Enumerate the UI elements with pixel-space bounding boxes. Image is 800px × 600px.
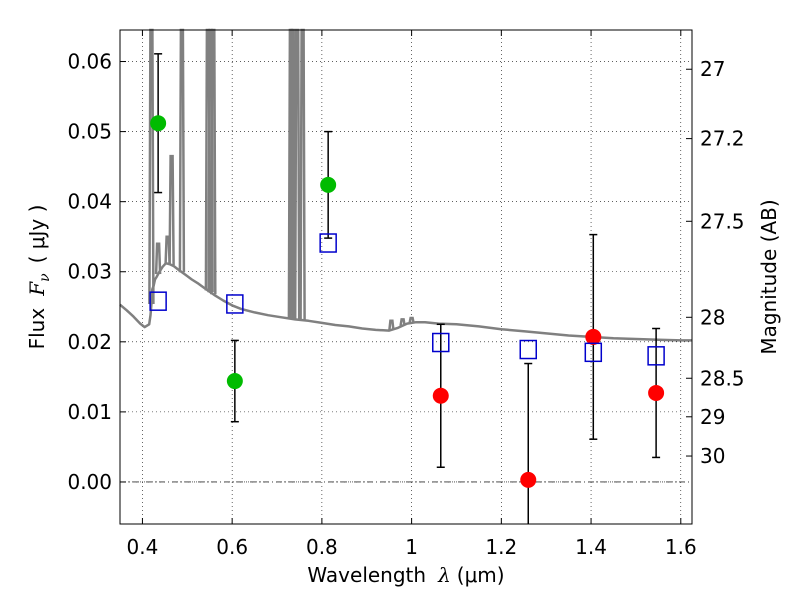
model-photometry-point xyxy=(519,339,538,360)
low-significance-point xyxy=(648,384,665,401)
y-tick-label: 0.03 xyxy=(67,260,112,284)
model-photometry-point xyxy=(647,346,665,366)
x-tick-label: 0.4 xyxy=(127,535,159,559)
plot-frame xyxy=(119,29,693,525)
model-photometry-point xyxy=(432,332,450,353)
y2-tick-label: 28.5 xyxy=(700,366,745,390)
emission-line-spike xyxy=(399,318,406,326)
model-photometry-point xyxy=(584,342,603,363)
detections-point xyxy=(150,115,167,132)
markers-layer xyxy=(149,115,665,488)
low-significance-point xyxy=(520,471,537,488)
x-tick-label: 1.6 xyxy=(665,535,697,559)
model-photometry-point xyxy=(226,294,244,314)
x-ticks: 0.4 0.6 0.8 1 1.2 1.4 1.6 xyxy=(127,30,697,559)
emission-line-spike xyxy=(299,28,306,321)
detections-point xyxy=(320,176,337,193)
emission-line-spike xyxy=(293,28,301,320)
emission-line-spike xyxy=(148,28,155,305)
model-photometry-point xyxy=(149,291,167,311)
emission-line-spike xyxy=(408,316,415,324)
y-tick-label: 0.02 xyxy=(67,330,112,354)
x-tick-label: 1.2 xyxy=(485,535,517,559)
y2-tick-label: 30 xyxy=(700,444,725,468)
y-tick-label: 0.06 xyxy=(67,50,112,74)
y2-tick-label: 27.2 xyxy=(700,127,745,151)
x-tick-label: 1 xyxy=(405,535,418,559)
x-tick-label: 1.4 xyxy=(575,535,607,559)
y-ticks: 0.00 0.01 0.02 0.03 0.04 0.05 0.06 xyxy=(67,50,126,494)
y-tick-label: 0.05 xyxy=(67,120,112,144)
low-significance-point xyxy=(585,328,602,345)
y2-tick-label: 27.5 xyxy=(700,209,745,233)
y-tick-label: 0.04 xyxy=(67,190,112,214)
model-photometry-point xyxy=(319,233,337,253)
y-tick-label: 0.01 xyxy=(67,400,112,424)
error-bars-layer xyxy=(154,53,661,524)
x-tick-label: 0.8 xyxy=(306,535,338,559)
emission-line-spike xyxy=(388,319,395,331)
emission-line-spike xyxy=(168,154,175,266)
x-tick-label: 0.6 xyxy=(216,535,248,559)
model-spectrum-layer xyxy=(119,28,692,342)
low-significance-point xyxy=(432,387,449,404)
detections-point xyxy=(226,373,243,390)
emission-line-spike xyxy=(178,28,186,273)
y-tick-label: 0.00 xyxy=(67,470,112,494)
y2-tick-label: 29 xyxy=(700,405,725,429)
y-axis-label: FluxFν( μJy ) xyxy=(25,205,53,350)
y2-tick-label: 27 xyxy=(700,57,725,81)
y2-axis-label: Magnitude (AB) xyxy=(757,199,781,354)
y2-ticks: 27 27.2 27.5 28 28.5 29 30 xyxy=(686,57,745,468)
x-axis-label: Wavelength λ (μm) xyxy=(307,563,504,587)
y2-tick-label: 28 xyxy=(700,305,725,329)
emission-line-spike xyxy=(154,242,162,275)
